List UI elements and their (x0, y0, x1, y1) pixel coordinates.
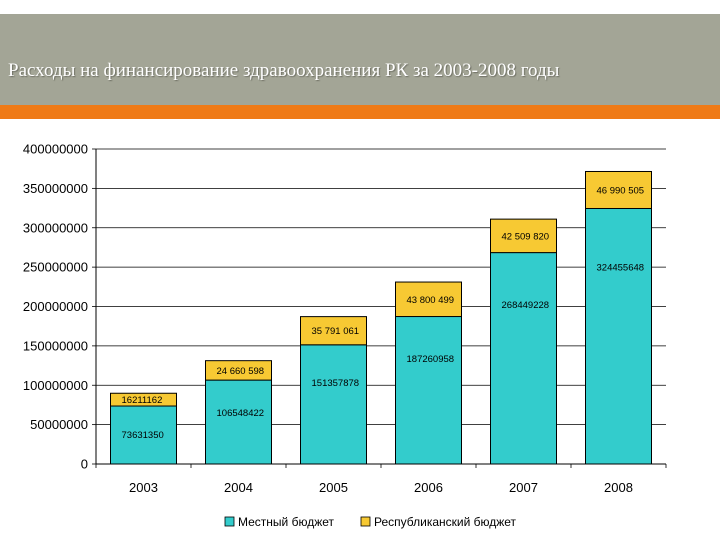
data-label-local: 324455648 (597, 262, 645, 273)
legend-label-republican: Республиканский бюджет (374, 515, 517, 529)
bar-local-budget (585, 207, 652, 465)
y-tick-label: 200000000 (23, 299, 88, 314)
x-tick-label: 2007 (509, 480, 538, 495)
accent-stripe (0, 105, 720, 119)
x-tick-label: 2005 (319, 480, 348, 495)
bar-local-budget (490, 252, 557, 465)
y-tick-label: 150000000 (23, 338, 88, 353)
x-tick-label: 2003 (129, 480, 158, 495)
title-banner: Расходы на финансирование здравоохранени… (0, 14, 720, 105)
y-tick-label: 250000000 (23, 260, 88, 275)
x-tick-label: 2004 (224, 480, 253, 495)
data-label-local: 73631350 (122, 430, 164, 441)
data-label-local: 151357878 (312, 378, 360, 389)
legend-label-local: Местный бюджет (238, 515, 335, 529)
data-label-republican: 46 990 505 (597, 185, 645, 196)
y-tick-label: 400000000 (23, 142, 88, 157)
bar-republican-budget (300, 316, 367, 346)
y-tick-label: 0 (81, 457, 88, 472)
data-label-republican: 42 509 820 (502, 231, 550, 242)
bar-republican-budget (490, 218, 557, 254)
bar-republican-budget (585, 170, 652, 209)
stacked-bar-chart: 0 50000000 100000000 150000000 200000000 2500… (23, 142, 667, 529)
data-label-local: 187260958 (407, 354, 455, 365)
legend-swatch-republican (360, 516, 371, 527)
data-label-local: 268449228 (502, 300, 550, 311)
data-label-republican: 35 791 061 (312, 326, 360, 337)
bar-local-budget (395, 316, 462, 465)
bar-republican-budget (110, 392, 177, 407)
data-label-local: 106548422 (217, 408, 265, 419)
bar-republican-budget (205, 360, 272, 381)
x-tick-label: 2008 (604, 480, 633, 495)
y-tick-label: 100000000 (23, 378, 88, 393)
data-label-republican: 24 660 598 (217, 366, 265, 377)
data-label-republican: 43 800 499 (407, 295, 455, 306)
y-tick-label: 350000000 (23, 181, 88, 196)
x-tick-label: 2006 (414, 480, 443, 495)
bar-republican-budget (395, 281, 462, 318)
data-label-republican: 16211162 (122, 395, 163, 406)
y-tick-label: 300000000 (23, 220, 88, 235)
bar-local-budget (205, 379, 272, 465)
page-title: Расходы на финансирование здравоохранени… (8, 60, 560, 81)
legend-swatch-local (224, 516, 235, 527)
y-tick-label: 50000000 (30, 417, 88, 432)
bar-local-budget (300, 344, 367, 465)
